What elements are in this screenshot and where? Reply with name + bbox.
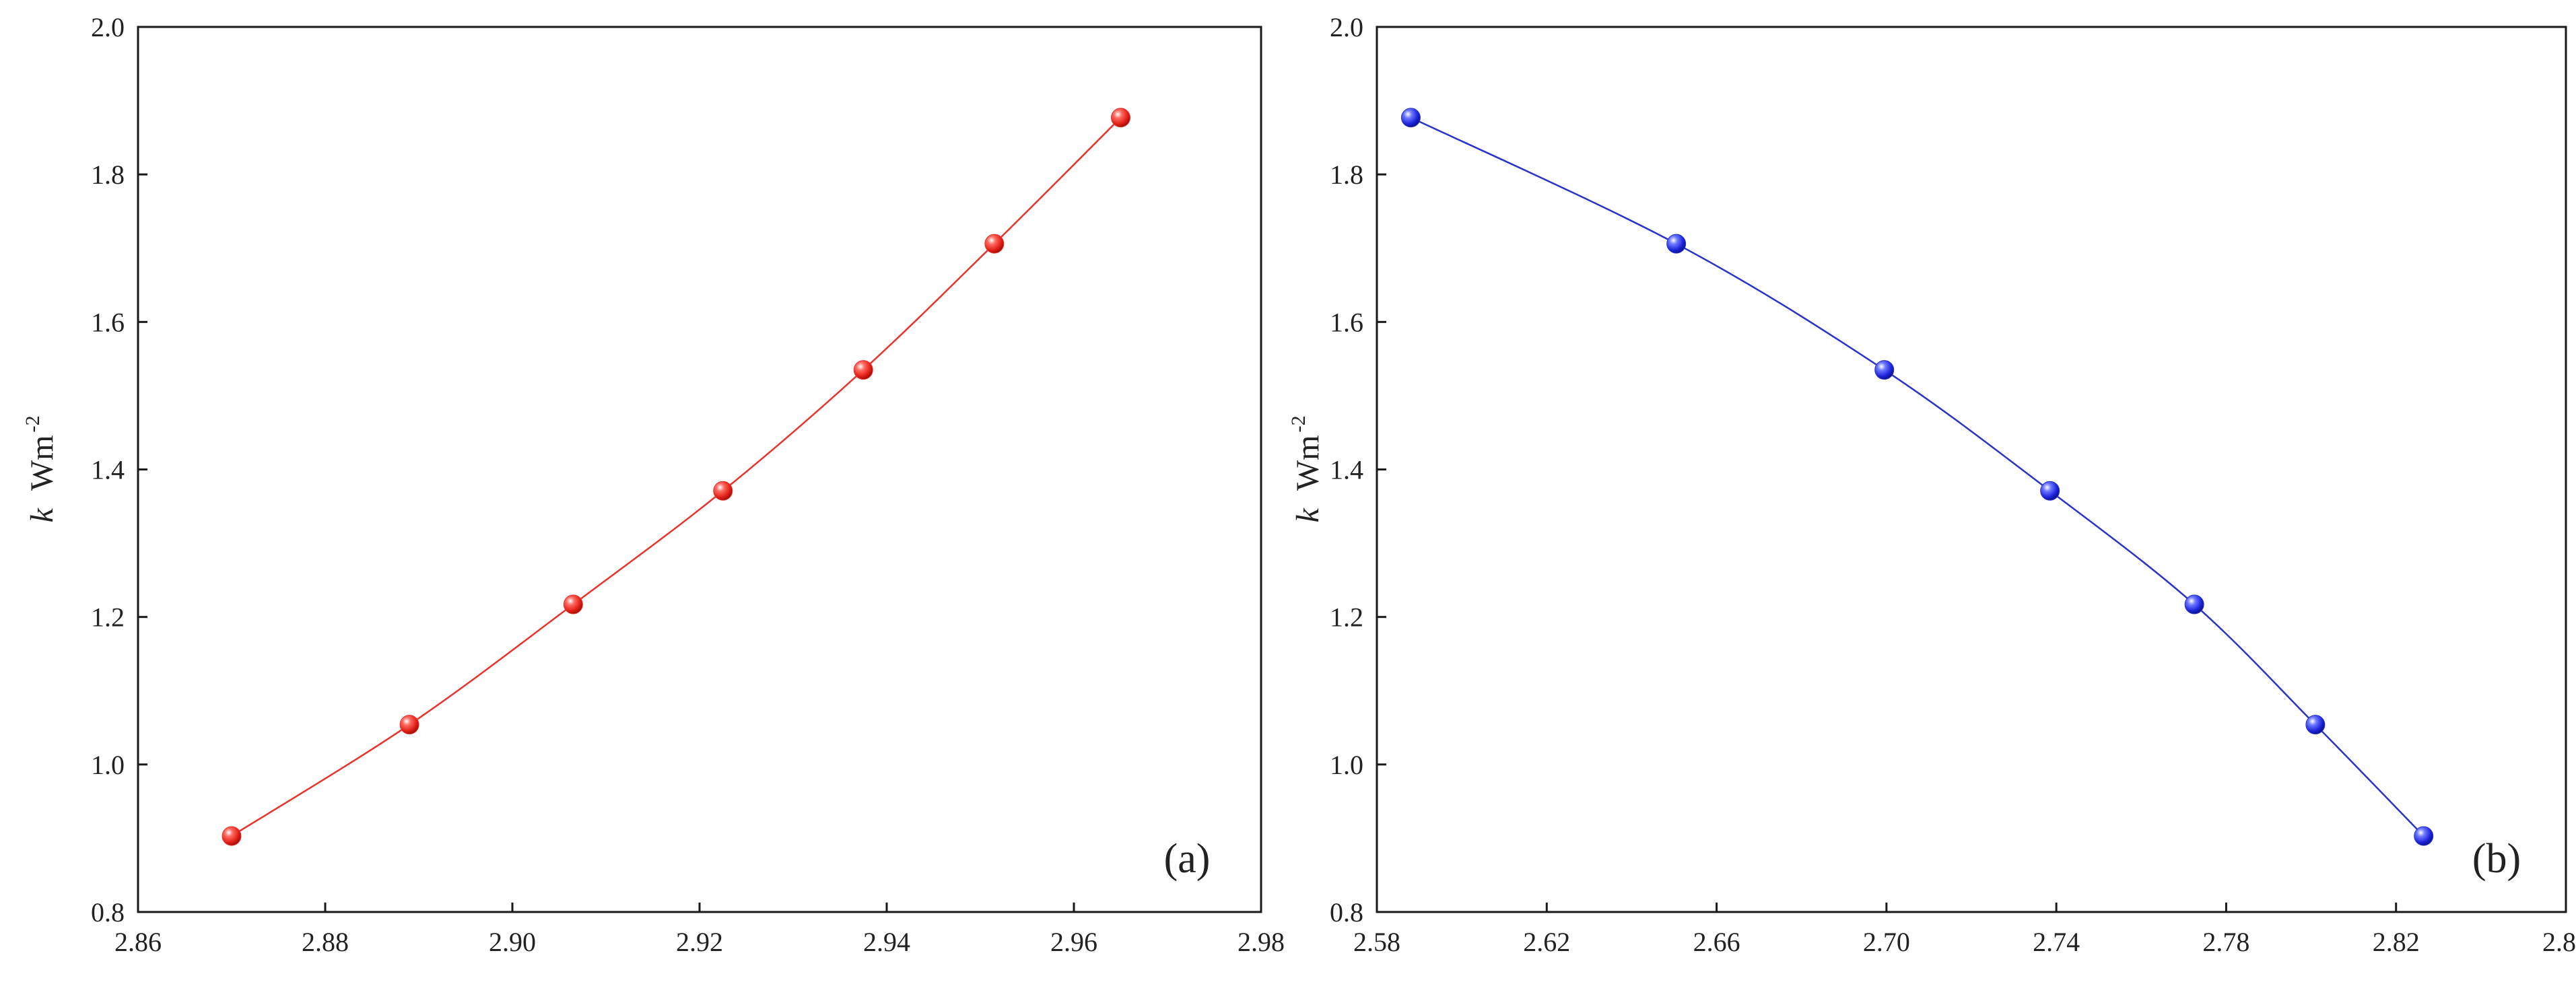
series-line: [1410, 116, 2425, 837]
y-tick-label: 1.2: [91, 602, 125, 633]
x-tick-label: 2.66: [1693, 927, 1740, 957]
y-tick-label: 1.4: [91, 455, 125, 485]
x-tick-label: 2.92: [676, 927, 723, 957]
y-axis-label-a: k Wm -2: [22, 416, 60, 523]
y-tick-label: 0.8: [1330, 897, 1363, 927]
data-point: [1666, 234, 1687, 254]
panel-label-b: (b): [2472, 836, 2521, 882]
data-point: [713, 481, 733, 501]
x-axis-a: 2.86 2.88 2.90 2.92 2.94 2.96 2.98: [114, 903, 1285, 957]
chart-panel-b: 2.58 2.62 2.66 2.70 2.74 2.78 2.82 2.86 0.8 1.0 1…: [1287, 12, 2576, 957]
x-tick-label: 2.78: [2202, 927, 2249, 957]
y-tick-label: 1.2: [1330, 602, 1363, 633]
y-tick-label: 1.6: [91, 307, 125, 337]
data-point: [563, 594, 583, 614]
y-tick-label: 1.0: [1330, 750, 1363, 780]
x-tick-label: 2.70: [1863, 927, 1910, 957]
chart-panel-a: 2.86 2.88 2.90 2.92 2.94 2.96 2.98 0.8 1.0 1.2 1.…: [22, 12, 1285, 957]
y-tick-label: 1.8: [1330, 160, 1363, 190]
data-point: [2040, 481, 2060, 501]
data-point: [1874, 360, 1895, 380]
y-tick-label: 0.8: [91, 897, 125, 927]
x-tick-label: 2.82: [2373, 927, 2420, 957]
y-axis-label-b: k Wm -2: [1287, 416, 1326, 523]
data-point: [399, 715, 419, 735]
y-axis-unit-exponent: -2: [1287, 416, 1310, 433]
data-point: [1111, 108, 1130, 128]
series-layer-b: [1400, 108, 2434, 846]
x-tick-label: 2.94: [863, 927, 910, 957]
x-tick-label: 2.86: [114, 927, 162, 957]
data-point: [222, 826, 242, 846]
x-tick-label: 2.86: [2542, 927, 2576, 957]
y-tick-label: 1.6: [1330, 307, 1363, 337]
x-tick-label: 2.98: [1238, 927, 1285, 957]
series-layer-a: [222, 108, 1130, 846]
y-axis-unit: Wm: [24, 435, 60, 491]
x-tick-label: 2.58: [1353, 927, 1400, 957]
x-tick-label: 2.62: [1523, 927, 1570, 957]
data-point: [984, 234, 1005, 254]
data-point: [1400, 108, 1421, 128]
data-point: [853, 360, 873, 380]
x-tick-label: 2.88: [302, 927, 349, 957]
y-axis-b: 0.8 1.0 1.2 1.4 1.6 1.8 2.0: [1330, 12, 1386, 927]
panel-label-a: (a): [1164, 836, 1211, 882]
y-axis-variable: k: [24, 507, 60, 522]
y-tick-label: 2.0: [91, 12, 125, 42]
data-point: [2305, 715, 2326, 735]
y-axis-variable: k: [1290, 507, 1326, 522]
y-tick-label: 2.0: [1330, 12, 1363, 42]
x-tick-label: 2.74: [2033, 927, 2080, 957]
y-axis-unit-exponent: -2: [22, 416, 44, 433]
y-tick-label: 1.4: [1330, 455, 1363, 485]
y-tick-label: 1.8: [91, 160, 125, 190]
series-line: [231, 116, 1122, 837]
x-tick-label: 2.96: [1050, 927, 1097, 957]
data-point: [2184, 594, 2204, 614]
y-axis-unit: Wm: [1290, 435, 1326, 491]
plot-frame-b: [1376, 26, 2567, 913]
y-tick-label: 1.0: [91, 750, 125, 780]
y-axis-a: 0.8 1.0 1.2 1.4 1.6 1.8 2.0: [91, 12, 147, 927]
data-point: [2414, 826, 2434, 846]
x-tick-label: 2.90: [489, 927, 536, 957]
x-axis-b: 2.58 2.62 2.66 2.70 2.74 2.78 2.82 2.86: [1353, 903, 2576, 957]
plot-frame-a: [137, 26, 1262, 913]
